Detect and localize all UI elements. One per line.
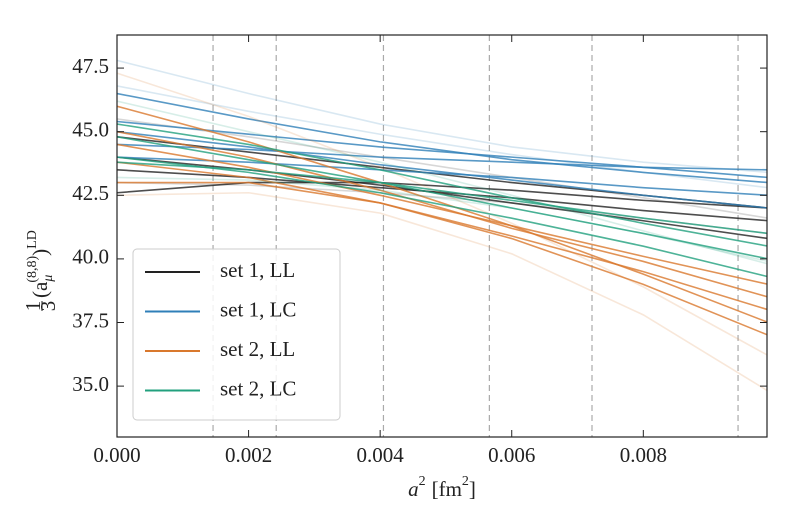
x-tick-label: 0.006 <box>488 443 535 467</box>
legend: set 1, LL set 1, LC set 2, LL set 2, LC <box>132 248 341 421</box>
fit-line <box>117 161 767 311</box>
x-label-part: 2 <box>419 474 426 489</box>
y-label-part: (8,8) <box>25 255 40 282</box>
fit-line <box>117 156 767 197</box>
fit-line <box>117 130 767 298</box>
plot-frame <box>116 34 768 438</box>
fit-line <box>117 156 767 240</box>
y-label-part: 3 <box>36 301 60 312</box>
x-label-part: [fm <box>432 477 462 501</box>
legend-label: set 2, LC <box>220 376 296 400</box>
fit-line <box>117 120 767 179</box>
y-tick-label: 40.0 <box>72 245 109 269</box>
fit-line <box>117 100 767 265</box>
fit-line <box>117 143 767 171</box>
y-label-part: μ <box>41 275 56 283</box>
fit-line <box>117 156 767 278</box>
fit-line <box>117 161 767 235</box>
y-label-part: ) <box>28 249 52 256</box>
fit-line <box>117 130 767 209</box>
x-tick-label: 0.004 <box>357 443 405 467</box>
y-tick-label: 45.0 <box>72 117 109 141</box>
y-label-part: (a <box>28 281 52 298</box>
legend-label: set 1, LC <box>220 297 296 321</box>
y-tick-label: 37.5 <box>72 308 109 332</box>
x-label-part: a <box>408 477 419 501</box>
y-tick-label: 42.5 <box>72 181 109 205</box>
fit-line <box>117 92 767 184</box>
fit-line <box>117 105 767 323</box>
fit-line <box>117 123 767 247</box>
y-label-part: LD <box>25 230 40 249</box>
fit-line <box>117 59 767 174</box>
fit-line <box>117 169 767 222</box>
fit-line <box>117 181 767 209</box>
x-tick-label: 0.002 <box>225 443 272 467</box>
x-tick-label: 0.008 <box>620 443 667 467</box>
y-axis-label: 1 3 (aμ(8,8))LD <box>21 230 60 311</box>
y-tick-label: 35.0 <box>72 372 109 396</box>
fit-line <box>117 181 767 336</box>
x-tick-label: 0.000 <box>93 443 140 467</box>
y-label-part: 1 <box>21 301 45 312</box>
fit-line <box>117 191 767 392</box>
legend-box <box>132 248 341 421</box>
y-tick-label: 47.5 <box>72 54 109 78</box>
legend-label: set 2, LL <box>220 337 295 361</box>
legend-label: set 1, LL <box>220 258 295 282</box>
fit-line <box>117 143 767 285</box>
y-label-main: (aμ(8,8))LD <box>25 230 56 298</box>
x-axis-label: a2 [fm2] <box>408 474 476 501</box>
fit-line <box>117 85 767 189</box>
x-label-part: ] <box>469 477 476 501</box>
plot-area <box>117 35 767 437</box>
fit-line <box>117 135 767 260</box>
x-label-part: 2 <box>462 474 469 489</box>
